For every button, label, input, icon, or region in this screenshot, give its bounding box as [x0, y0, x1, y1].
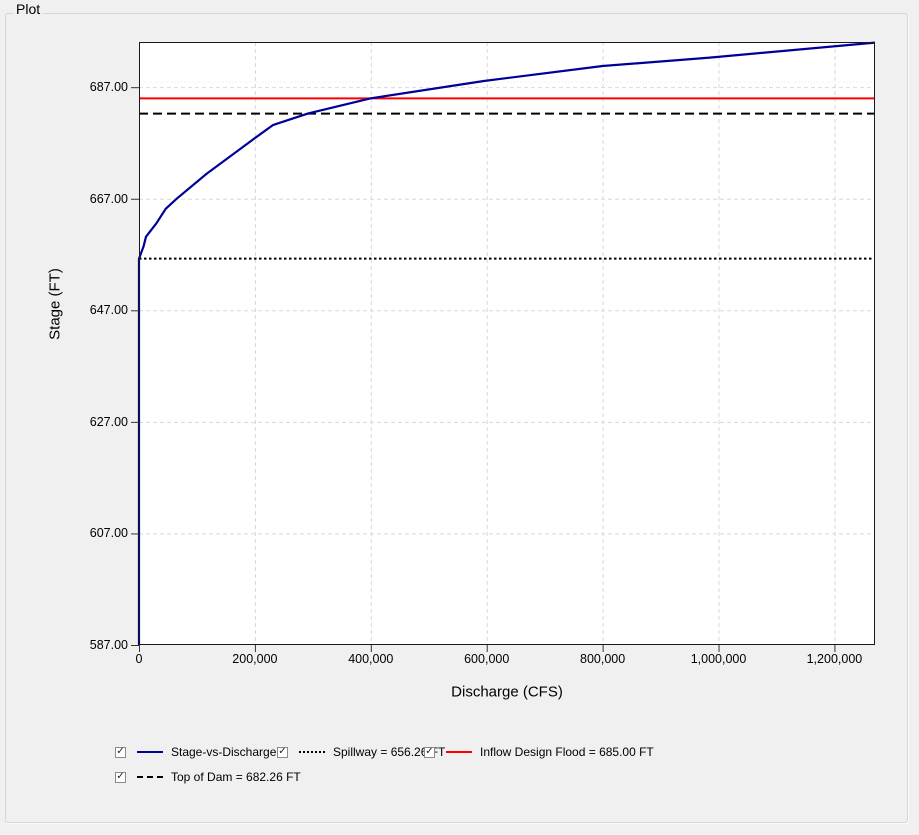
plot-groupbox-border: [5, 13, 908, 823]
legend-item-top-of-dam: ✓ Top of Dam = 682.26 FT: [115, 770, 301, 784]
x-tick-label: 0: [135, 652, 143, 666]
legend-item-spillway: ✓ Spillway = 656.26 FT: [277, 745, 445, 759]
y-tick-label: 627.00: [89, 414, 128, 429]
legend-line-sample-top-of-dam: [137, 776, 163, 778]
y-tick-label: 687.00: [89, 80, 128, 95]
x-tick-label: 1,000,000: [690, 652, 747, 666]
legend-line-sample-spillway: [299, 751, 325, 753]
legend-item-label: Inflow Design Flood = 685.00 FT: [480, 745, 654, 759]
legend-checkbox-stage-vs-discharge[interactable]: ✓: [115, 746, 126, 758]
stage-vs-discharge-curve: [137, 41, 876, 645]
legend-item-inflow-design-flood: ✓ Inflow Design Flood = 685.00 FT: [424, 745, 654, 759]
x-tick-label: 400,000: [348, 652, 394, 666]
x-tick-label: 600,000: [464, 652, 510, 666]
plot-groupbox-title: Plot: [13, 2, 44, 17]
legend-checkbox-spillway[interactable]: ✓: [277, 746, 288, 758]
x-axis-title: Discharge (CFS): [451, 683, 563, 701]
x-tick-label: 800,000: [580, 652, 626, 666]
y-tick-label: 607.00: [89, 526, 128, 541]
x-tick-label: 1,200,000: [806, 652, 863, 666]
legend-item-label: Stage-vs-Discharge: [171, 745, 277, 759]
legend-item-label: Spillway = 656.26 FT: [333, 745, 446, 759]
legend-item-stage-vs-discharge: ✓ Stage-vs-Discharge: [115, 745, 276, 759]
x-tick-label: 200,000: [232, 652, 278, 666]
plot-area-background: [139, 42, 875, 645]
y-tick-label: 667.00: [89, 191, 128, 206]
plot-area-border: [139, 42, 875, 645]
chart-canvas: [131, 41, 876, 652]
legend-checkbox-top-of-dam[interactable]: ✓: [115, 771, 126, 783]
legend-item-label: Top of Dam = 682.26 FT: [171, 770, 301, 784]
y-axis-title: Stage (FT): [46, 268, 64, 340]
legend-checkbox-inflow-design-flood[interactable]: ✓: [424, 746, 435, 758]
y-tick-label: 587.00: [89, 638, 128, 652]
legend-line-sample-inflow-design-flood: [446, 751, 472, 753]
y-tick-label: 647.00: [89, 303, 128, 318]
legend-line-sample-stage-vs-discharge: [137, 751, 163, 753]
